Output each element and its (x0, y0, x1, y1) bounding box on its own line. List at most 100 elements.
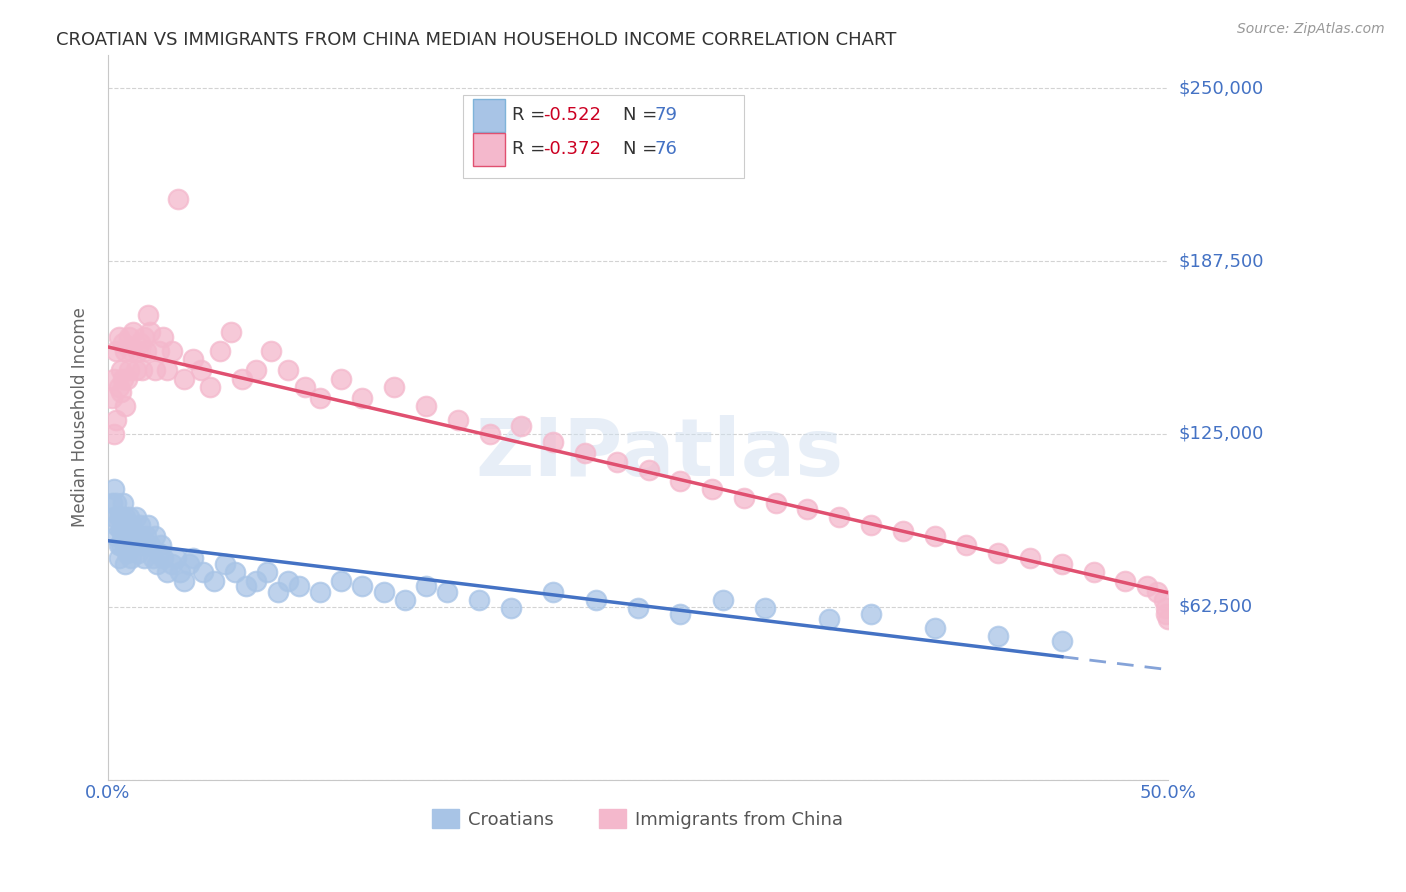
Point (110, 510, 132, 524)
Text: $62,500: $62,500 (1180, 598, 1253, 615)
Point (115, 546, 138, 560)
Point (114, 538, 136, 552)
Point (231, 372, 253, 386)
Point (987, 629, 1010, 643)
Point (1153, 593, 1175, 607)
Point (101, 496, 124, 510)
Point (711, 593, 734, 607)
Point (214, 557, 236, 571)
Point (114, 557, 136, 571)
Point (118, 529, 141, 543)
Point (1050, 557, 1073, 571)
Point (219, 325, 242, 339)
Point (107, 330, 129, 344)
Point (765, 496, 787, 510)
Point (105, 413, 128, 427)
Point (132, 330, 155, 344)
Point (107, 538, 129, 552)
Text: R =: R = (512, 106, 551, 124)
Point (118, 330, 141, 344)
Point (924, 529, 946, 543)
Point (122, 524, 145, 538)
Point (120, 518, 142, 533)
Point (135, 344, 157, 359)
Point (181, 551, 204, 566)
Point (173, 574, 195, 588)
Point (141, 551, 163, 566)
Point (373, 584, 395, 599)
Point (124, 363, 146, 377)
Point (128, 335, 150, 350)
Point (754, 601, 776, 615)
Y-axis label: Median Household Income: Median Household Income (72, 308, 89, 527)
Point (198, 380, 221, 394)
Point (700, 483, 723, 497)
Point (415, 400, 437, 414)
Point (103, 372, 125, 386)
Point (224, 566, 246, 580)
Point (131, 363, 153, 377)
Point (860, 518, 883, 533)
Point (828, 510, 851, 524)
Point (669, 474, 692, 488)
Point (627, 601, 650, 615)
Point (101, 391, 124, 405)
Point (149, 538, 172, 552)
Point (510, 418, 533, 433)
Point (110, 363, 132, 377)
Point (266, 584, 288, 599)
Point (574, 446, 596, 460)
Point (114, 510, 136, 524)
Point (114, 344, 136, 359)
Point (148, 344, 170, 359)
Point (118, 510, 141, 524)
Text: R =: R = (512, 140, 551, 158)
Point (103, 427, 125, 442)
Point (637, 463, 659, 477)
Point (382, 380, 405, 394)
Point (541, 435, 564, 450)
Point (110, 538, 132, 552)
Point (128, 518, 150, 533)
Text: 79: 79 (655, 106, 678, 124)
Point (193, 566, 215, 580)
Point (1083, 566, 1105, 580)
Point (235, 579, 257, 593)
Point (111, 372, 134, 386)
Point (114, 400, 136, 414)
Point (585, 593, 607, 607)
Point (105, 344, 128, 359)
Point (107, 510, 129, 524)
Point (148, 546, 170, 560)
Point (120, 344, 142, 359)
Point (352, 579, 374, 593)
Point (103, 483, 125, 497)
FancyBboxPatch shape (472, 99, 505, 132)
Point (436, 584, 458, 599)
Point (177, 557, 200, 571)
Point (111, 496, 134, 510)
Point (1157, 612, 1180, 626)
Point (124, 529, 146, 543)
Point (169, 566, 191, 580)
Point (309, 584, 332, 599)
Point (181, 352, 204, 367)
Point (110, 524, 132, 538)
Text: N =: N = (623, 106, 664, 124)
Point (1154, 607, 1177, 621)
Point (245, 363, 267, 377)
Text: $187,500: $187,500 (1180, 252, 1264, 270)
Point (1154, 601, 1177, 615)
Point (478, 427, 501, 442)
Point (987, 546, 1010, 560)
Point (468, 593, 491, 607)
Point (152, 330, 174, 344)
Point (415, 579, 437, 593)
Point (277, 363, 299, 377)
Point (139, 325, 162, 339)
Point (120, 551, 142, 566)
Point (143, 363, 166, 377)
Point (330, 372, 353, 386)
Point (136, 308, 159, 322)
Text: $125,000: $125,000 (1180, 425, 1264, 443)
